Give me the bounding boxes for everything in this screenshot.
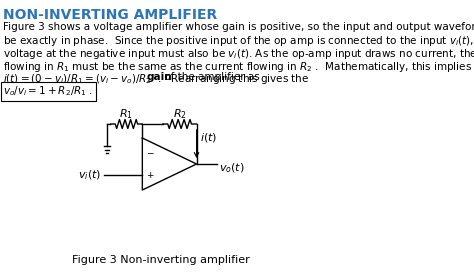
- Text: Figure 3 Non-inverting amplifier: Figure 3 Non-inverting amplifier: [72, 255, 249, 265]
- Text: $i(t)$: $i(t)$: [200, 132, 217, 144]
- Text: NON-INVERTING AMPLIFIER: NON-INVERTING AMPLIFIER: [3, 8, 218, 22]
- Text: gain: gain: [146, 72, 172, 82]
- Text: Figure 3 shows a voltage amplifier whose gain is positive, so the input and outp: Figure 3 shows a voltage amplifier whose…: [3, 22, 474, 32]
- Text: be exactly in phase.  Since the positive input of the op amp is connected to the: be exactly in phase. Since the positive …: [3, 34, 474, 49]
- Text: $R_2$: $R_2$: [173, 107, 187, 121]
- Text: $i(t) = (0-v_i)/R_1 = (v_i-v_o)/R_2$  .   Rearranging this gives the: $i(t) = (0-v_i)/R_1 = (v_i-v_o)/R_2$ . R…: [3, 72, 310, 86]
- Text: $v_i(t)$: $v_i(t)$: [79, 169, 102, 182]
- Text: $v_o/v_i = 1+R_2/R_1$ .: $v_o/v_i = 1+R_2/R_1$ .: [3, 85, 93, 98]
- Text: of the amplifier as: of the amplifier as: [161, 72, 259, 82]
- Text: flowing in $R_1$ must be the same as the current flowing in $R_2$ .  Mathematica: flowing in $R_1$ must be the same as the…: [3, 60, 473, 73]
- Text: $R_1$: $R_1$: [119, 107, 133, 121]
- Text: +: +: [146, 171, 153, 180]
- Text: voltage at the negative input must also be $v_i(t)$. As the op-amp input draws n: voltage at the negative input must also …: [3, 47, 474, 61]
- Text: $v_o(t)$: $v_o(t)$: [219, 161, 245, 175]
- Text: −: −: [146, 148, 153, 157]
